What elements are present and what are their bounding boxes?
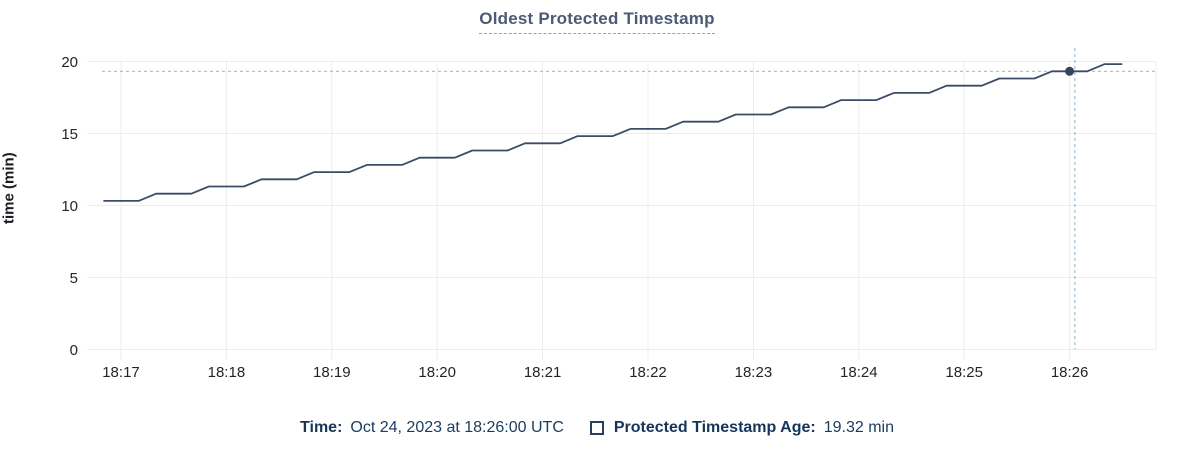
- x-tick-label: 18:19: [313, 364, 351, 381]
- legend-series-label: Protected Timestamp Age:: [613, 419, 816, 436]
- series-toggle-checkbox[interactable]: [589, 421, 604, 435]
- y-tick-label: 0: [70, 342, 78, 359]
- x-tick-label: 18:25: [945, 364, 983, 381]
- y-tick-label: 10: [61, 198, 78, 215]
- y-tick-label: 20: [61, 54, 78, 71]
- legend-time: Time: Oct 24, 2023 at 18:26:00 UTC: [300, 419, 564, 437]
- legend-series-protected-timestamp-age: Protected Timestamp Age: 19.32 min: [589, 419, 894, 437]
- hover-dot: [1065, 66, 1075, 76]
- legend-time-value: Oct 24, 2023 at 18:26:00 UTC: [350, 419, 564, 436]
- chart-legend: Time: Oct 24, 2023 at 18:26:00 UTC Prote…: [0, 419, 1194, 437]
- x-tick-label: 18:26: [1051, 364, 1089, 381]
- y-tick-label: 5: [70, 270, 78, 287]
- x-tick-label: 18:21: [524, 364, 562, 381]
- x-tick-label: 18:20: [418, 364, 456, 381]
- legend-series-value: 19.32 min: [823, 419, 894, 436]
- x-tick-label: 18:23: [735, 364, 773, 381]
- x-tick-label: 18:17: [102, 364, 140, 381]
- series-line-protected-timestamp-age: [103, 63, 1123, 202]
- chart-header: Oldest Protected Timestamp: [0, 9, 1194, 34]
- chart-title[interactable]: Oldest Protected Timestamp: [479, 9, 715, 34]
- x-tick-label: 18:24: [840, 364, 878, 381]
- x-tick-label: 18:22: [629, 364, 667, 381]
- chart-plot-area[interactable]: 0 5 10 15 20 18:17 18:18 18:19 18:20 18:21 18:22 18…: [0, 0, 1194, 412]
- x-tick-label: 18:18: [208, 364, 246, 381]
- legend-time-label: Time:: [300, 419, 343, 436]
- y-tick-label: 15: [61, 126, 78, 143]
